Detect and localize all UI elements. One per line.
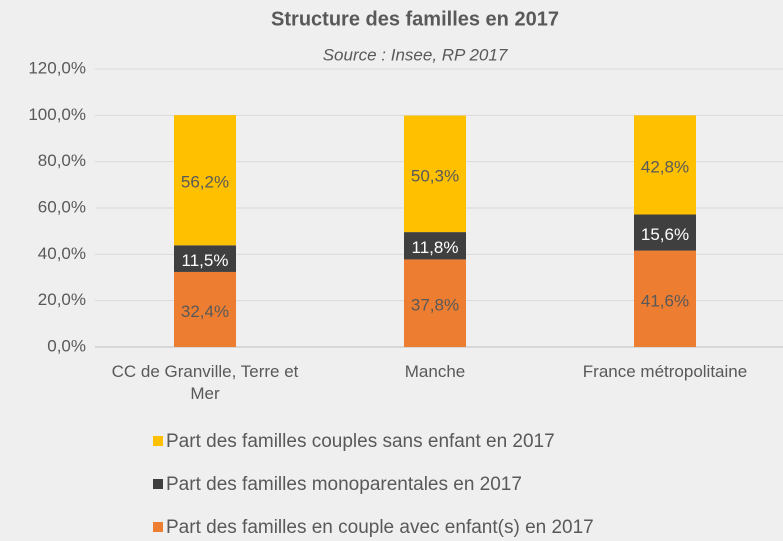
data-label: 50,3% <box>411 166 459 185</box>
y-tick-label: 40,0% <box>38 244 86 263</box>
x-tick-label: CC de Granville, Terre et Mer <box>111 362 299 403</box>
legend-swatch <box>153 522 163 532</box>
bar-segment <box>634 115 696 215</box>
data-label: 15,6% <box>641 225 689 244</box>
data-label: 32,4% <box>181 302 229 321</box>
bar-segment <box>174 271 236 347</box>
chart-subtitle: Source : Insee, RP 2017 <box>323 45 508 64</box>
data-label: 37,8% <box>411 296 459 315</box>
legend-swatch <box>153 436 163 446</box>
legend-label: Part des familles couples sans enfant en… <box>166 431 555 452</box>
legend-label: Part des familles monoparentales en 2017 <box>166 474 522 495</box>
data-label: 42,8% <box>641 157 689 176</box>
legend-label: Part des familles en couple avec enfant(… <box>166 517 594 538</box>
bar-segment <box>404 232 466 260</box>
y-tick-label: 60,0% <box>38 197 86 216</box>
data-label: 41,6% <box>641 291 689 310</box>
y-tick-label: 20,0% <box>38 290 86 309</box>
bar-segment <box>174 245 236 272</box>
data-label: 11,8% <box>412 238 459 257</box>
y-tick-label: 120,0% <box>28 58 86 77</box>
y-tick-label: 80,0% <box>38 151 86 170</box>
y-tick-label: 0,0% <box>47 336 86 355</box>
bar-segment <box>174 115 236 246</box>
data-label: 56,2% <box>181 173 229 192</box>
bar-segment <box>634 250 696 347</box>
data-label: 11,5% <box>182 251 229 270</box>
legend-swatch <box>153 479 163 489</box>
y-tick-label: 100,0% <box>28 105 86 124</box>
bar-segment <box>404 115 466 233</box>
x-tick-label: Manche <box>404 362 466 381</box>
bar-segment <box>404 259 466 347</box>
chart-title: Structure des familles en 2017 <box>271 8 559 30</box>
x-tick-label: France métropolitaine <box>582 362 748 381</box>
bar-segment <box>634 214 696 251</box>
